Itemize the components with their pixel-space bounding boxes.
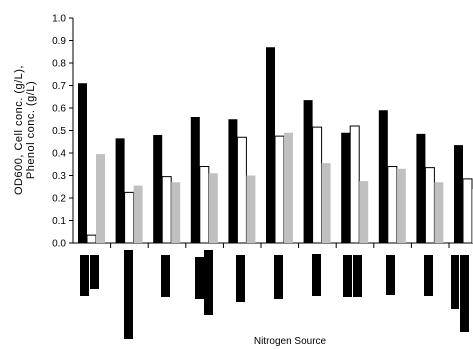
bar	[274, 135, 285, 244]
bar	[153, 135, 163, 243]
bar	[96, 154, 105, 243]
category-label	[90, 255, 99, 289]
bar	[387, 166, 398, 244]
bar	[190, 117, 200, 243]
bar	[86, 234, 97, 244]
bar	[246, 175, 256, 243]
bar	[161, 176, 172, 244]
y-axis-label-line: OD600, Cell conc. (g/L),	[13, 65, 25, 195]
category-label	[195, 257, 204, 299]
bar	[321, 163, 331, 243]
y-tick-label: 0.1	[52, 216, 66, 227]
bar	[434, 182, 444, 243]
bar	[424, 167, 435, 244]
category-label	[80, 255, 89, 296]
y-tick-label: 0.2	[52, 194, 66, 205]
bar	[349, 125, 360, 244]
category-label	[161, 255, 170, 297]
bar	[266, 47, 275, 243]
category-label	[460, 255, 469, 332]
y-tick-label: 0.6	[52, 104, 66, 115]
bar	[341, 132, 351, 243]
bar	[378, 110, 388, 243]
bar	[303, 100, 313, 243]
bar	[115, 138, 125, 243]
bar	[78, 83, 87, 243]
category-label	[386, 255, 395, 295]
bar	[236, 136, 247, 244]
category-label	[236, 255, 245, 302]
y-tick-label: 0.0	[52, 239, 66, 250]
bar	[416, 133, 426, 243]
category-label	[274, 255, 283, 299]
bar	[124, 191, 135, 244]
bar	[284, 132, 293, 243]
bar	[171, 182, 181, 243]
bar	[312, 126, 323, 244]
category-label	[343, 255, 352, 297]
bar	[228, 119, 238, 243]
y-tick-label: 0.8	[52, 59, 66, 70]
y-tick-label: 1.0	[52, 14, 66, 25]
x-axis-label: Nitrogen Source	[254, 336, 327, 347]
y-axis: 0.0 0.1 0.2 0.3 0.4 0.5 0.6 0.7 0.8 0.9 1.0	[52, 14, 473, 250]
bar	[396, 168, 406, 243]
y-tick-label: 0.3	[52, 171, 66, 182]
y-tick-label: 0.5	[52, 126, 66, 137]
bar	[208, 173, 218, 243]
y-axis-label: OD600, Cell conc. (g/L),Phenol conc. (g/…	[13, 65, 37, 195]
category-label-marks	[80, 250, 469, 339]
category-label	[312, 254, 321, 296]
y-axis-label-line: Phenol conc. (g/L)	[25, 81, 37, 179]
bar	[462, 178, 473, 244]
bar	[454, 145, 463, 243]
bar	[199, 166, 210, 244]
category-label	[353, 255, 362, 297]
category-label	[204, 250, 213, 315]
y-tick-label: 0.7	[52, 81, 66, 92]
y-tick-label: 0.9	[52, 36, 66, 47]
category-label	[451, 255, 459, 309]
category-label	[124, 250, 133, 339]
bars	[78, 47, 473, 248]
category-label	[424, 255, 433, 296]
bar	[359, 181, 369, 243]
bar	[133, 185, 143, 243]
y-tick-label: 0.4	[52, 149, 66, 160]
